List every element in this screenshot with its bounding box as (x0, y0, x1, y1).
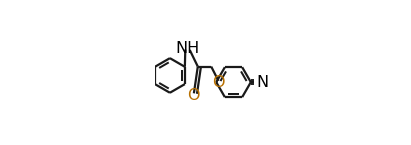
Text: O: O (212, 75, 224, 90)
Text: NH: NH (175, 41, 200, 56)
Text: N: N (256, 75, 268, 90)
Text: O: O (187, 88, 200, 103)
